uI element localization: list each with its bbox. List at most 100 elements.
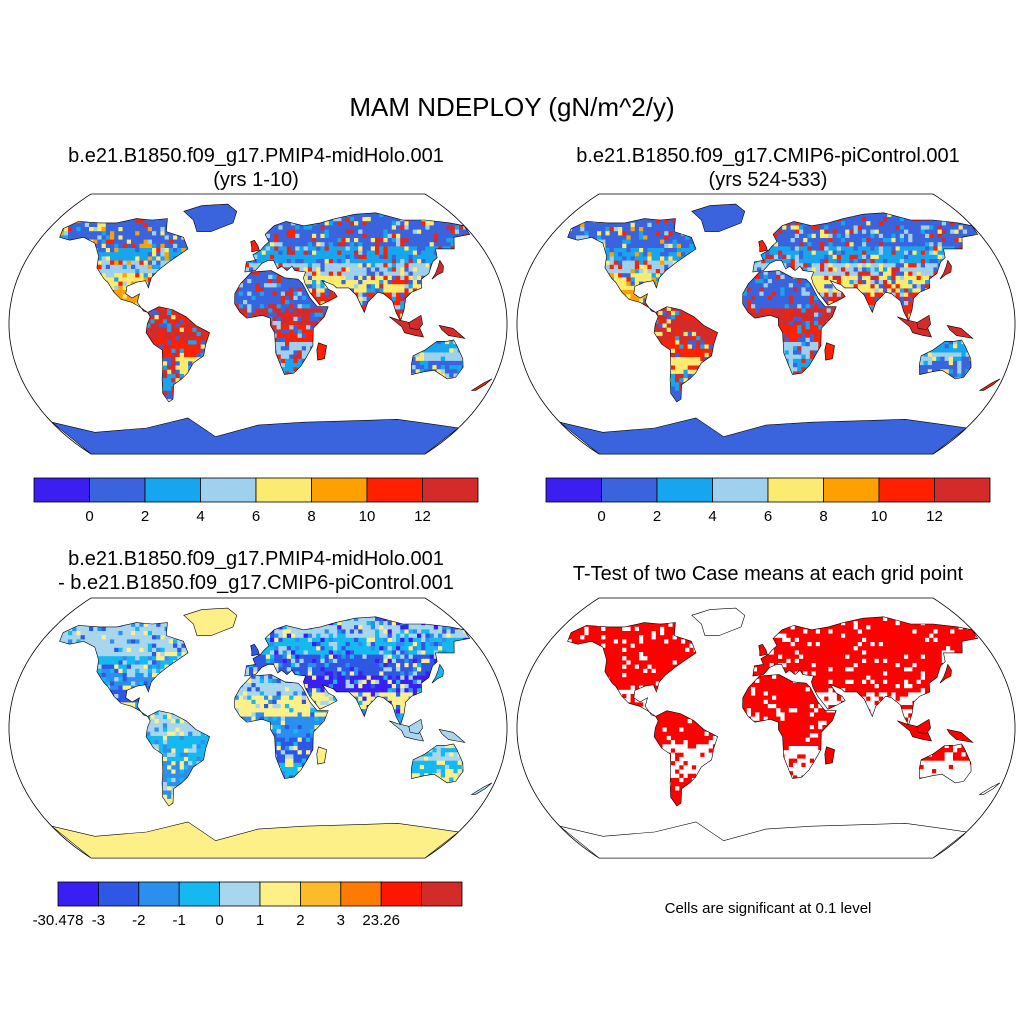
- colorbar-swatch-4: [255, 477, 312, 503]
- map-midholo: [8, 193, 508, 455]
- coastline-southAmerica: [145, 710, 210, 807]
- coastline-eurasia: [752, 616, 979, 726]
- colorbar-picontrol-ticks: 0 2 4 6 8 10 12: [546, 508, 990, 528]
- coastline-japan: [939, 259, 952, 280]
- colorbar-swatch-1: [98, 881, 140, 907]
- colorbar-swatch-4: [219, 881, 261, 907]
- coastline-borneo: [408, 718, 423, 735]
- panel2-title: b.e21.B1850.f09_g17.CMIP6-piControl.001 …: [512, 144, 1024, 192]
- coastline-southAmerica: [653, 306, 718, 403]
- colorbar-tick-label: 2: [140, 508, 150, 525]
- panel3-title-line2: - b.e21.B1850.f09_g17.CMIP6-piControl.00…: [58, 572, 454, 594]
- land-indonesia: [389, 316, 424, 337]
- colorbar-swatch-4: [767, 477, 824, 503]
- colorbar-swatch-2: [144, 477, 201, 503]
- map-picontrol: [516, 193, 1016, 455]
- colorbar-tick-label: 2: [296, 912, 305, 929]
- colorbar-tick-label: 10: [870, 508, 888, 525]
- colorbar-swatch-1: [89, 477, 146, 503]
- land-britain: [758, 240, 768, 252]
- coastline-greenland: [183, 203, 238, 232]
- coastline-australia: [919, 743, 972, 784]
- colorbar-tick-label: 6: [763, 508, 773, 525]
- panel3-title-line1: b.e21.B1850.f09_g17.PMIP4-midHolo.001: [68, 548, 444, 570]
- land-japan: [939, 260, 952, 280]
- colorbar-swatch-6: [366, 477, 423, 503]
- coastline-eurasia: [244, 616, 471, 726]
- coastline-eurasia: [752, 212, 979, 322]
- land-britain: [758, 644, 768, 656]
- coastline-antarctica: [559, 417, 968, 455]
- colorbar-swatch-5: [311, 477, 368, 503]
- coastline-southAmerica: [145, 306, 210, 403]
- land-newGuinea: [439, 729, 465, 743]
- land-madagascar: [316, 342, 327, 361]
- land-borneo: [408, 719, 423, 734]
- coastline-africa: [742, 270, 837, 375]
- colorbar-tick-label: 2: [652, 508, 662, 525]
- land-madagascar: [824, 746, 835, 765]
- coastline-madagascar: [824, 342, 835, 361]
- coastline-japan: [939, 663, 952, 684]
- colorbar-tick-label: 0: [85, 508, 94, 525]
- coastline-antarctica: [51, 417, 460, 455]
- colorbar-swatch-2: [656, 477, 713, 503]
- colorbar-tick-label: 12: [414, 508, 431, 525]
- land-newGuinea: [439, 325, 465, 339]
- colorbar-swatch-7: [340, 881, 382, 907]
- land-australia: [411, 743, 464, 783]
- coastline-newGuinea: [946, 728, 974, 743]
- coastline-antarctica: [51, 821, 460, 859]
- coastline-borneo: [916, 718, 931, 735]
- colorbar-midholo-ticks: 0 2 4 6 8 10 12: [34, 508, 478, 528]
- coastline-madagascar: [316, 746, 327, 765]
- coastline-northAmerica: [567, 218, 697, 313]
- colorbar-tick-label: -30.478: [32, 912, 84, 929]
- colorbar-difference: [57, 881, 463, 907]
- coastline-indonesia: [389, 316, 424, 338]
- land-greenland: [691, 204, 745, 232]
- land-madagascar: [824, 342, 835, 361]
- land-borneo: [408, 315, 423, 330]
- coastline-newGuinea: [438, 728, 466, 743]
- coastline-madagascar: [316, 342, 327, 361]
- panel3-title: b.e21.B1850.f09_g17.PMIP4-midHolo.001 - …: [0, 547, 512, 595]
- land-borneo: [916, 315, 931, 330]
- colorbar-swatch-2: [138, 881, 180, 907]
- colorbar-swatch-8: [380, 881, 423, 907]
- colorbar-tick-label: -1: [172, 912, 186, 929]
- panel1-title-line2: (yrs 1-10): [213, 169, 299, 191]
- land-eurasia: [244, 212, 470, 322]
- land-antarctica: [559, 821, 967, 858]
- coastline-indonesia: [389, 720, 424, 742]
- colorbar-tick-label: -2: [132, 912, 146, 929]
- colorbar-swatch-9: [421, 881, 463, 907]
- land-borneo: [916, 719, 931, 734]
- panel1-title-line1: b.e21.B1850.f09_g17.PMIP4-midHolo.001: [68, 145, 444, 167]
- colorbar-swatch-0: [545, 477, 602, 503]
- coastline-africa: [742, 674, 837, 779]
- coastline-australia: [919, 339, 972, 380]
- land-antarctica: [51, 821, 459, 858]
- coastline-greenland: [183, 607, 238, 636]
- coastline-newZealand: [978, 782, 1001, 795]
- colorbar-tick-label: -3: [91, 912, 106, 929]
- colorbar-swatch-3: [712, 477, 769, 503]
- coastline-japan: [431, 259, 444, 280]
- colorbar-tick-label: 1: [255, 912, 265, 929]
- land-greenland: [183, 608, 237, 636]
- colorbar-swatch-1: [601, 477, 658, 503]
- land-antarctica: [559, 417, 967, 454]
- coastline-britain: [758, 239, 768, 253]
- colorbar-swatch-6: [878, 477, 935, 503]
- coastline-newZealand: [470, 378, 493, 391]
- colorbar-swatch-5: [259, 881, 301, 907]
- coastline-madagascar: [824, 746, 835, 765]
- colorbar-tick-label: 4: [708, 508, 717, 525]
- land-indonesia: [897, 316, 932, 337]
- coastline-britain: [250, 643, 260, 657]
- coastline-britain: [758, 643, 768, 657]
- land-britain: [250, 240, 260, 252]
- coastline-newZealand: [978, 378, 1001, 391]
- panel2-title-line1: b.e21.B1850.f09_g17.CMIP6-piControl.001: [576, 145, 960, 167]
